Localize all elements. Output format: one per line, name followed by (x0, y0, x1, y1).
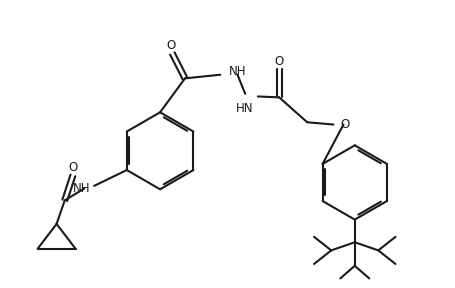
Text: NH: NH (228, 65, 245, 77)
Text: HN: HN (235, 102, 253, 115)
Text: O: O (274, 55, 283, 68)
Text: O: O (167, 39, 176, 52)
Text: O: O (68, 161, 77, 174)
Text: NH: NH (73, 182, 91, 195)
Text: O: O (339, 118, 349, 131)
